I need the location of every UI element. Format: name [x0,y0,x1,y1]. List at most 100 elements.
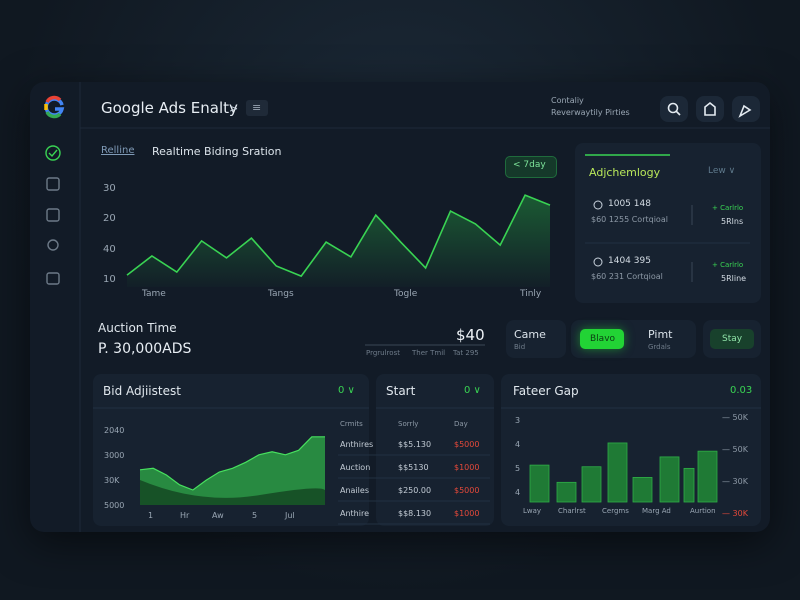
app-title: Google Ads Enalty [101,99,238,117]
card-title: Adjchemlogy [589,166,661,179]
x-label: Tinly [520,289,542,299]
row-detail: $60 1255 Cortqioal [591,215,668,224]
column-header: Day [454,420,468,428]
badge: 0 ∨ [338,385,355,396]
area-shade [140,480,325,505]
right-label: — 30K [722,477,748,486]
sidebar-icons [45,145,61,285]
y-label: 30K [104,476,120,485]
cell: Anthires [340,440,374,449]
summary-note: Ther Tmil [412,349,446,357]
y-label: 5 [515,464,521,473]
line [126,194,551,278]
right-label: — 50K [722,445,748,454]
summary-note: Prgrulrost [366,349,400,357]
y-label: 3000 [104,451,125,460]
cell: $$5130 [398,463,429,472]
line-area [127,195,550,287]
x-label: Tame [142,289,166,299]
x-label: Aurtion [690,507,716,515]
x-label: Tangs [268,289,294,299]
x-label: 1 [148,511,154,520]
top-icons [667,101,752,118]
bar [697,450,718,503]
stay-button[interactable] [710,329,754,349]
card-title: Bid Adjiistest [103,384,181,398]
summary-note: Tat 295 [453,349,479,357]
y-label: 5000 [104,501,125,510]
mini-title: Pimt [648,328,673,341]
summary-amount: $40 [456,326,485,344]
bar [529,464,550,503]
button-label[interactable]: Stay [722,334,743,344]
bar [607,442,628,503]
y-label: 30 [103,183,116,194]
row-icon [593,257,603,267]
row-count: 5Rline [721,274,747,283]
summary-value: P. 30,000ADS [98,341,192,357]
bar [683,467,695,503]
mini-sub: Bid [514,343,526,351]
range-label[interactable]: < 7day [513,160,546,170]
x-label: Marg Ad [642,507,671,515]
column-header: Crmits [340,420,363,428]
menu-icon: ≡ [252,101,262,114]
x-label: Jul [285,511,295,520]
row-count: 5Rlns [721,217,744,226]
menu-button[interactable] [246,100,268,116]
summary-label: Auction Time [98,321,177,335]
y-label: 20 [103,213,116,225]
row-id: 1404 395 [608,256,651,266]
area-line [139,436,325,491]
button-label[interactable]: Blavo [590,334,616,344]
range-button[interactable] [505,156,557,178]
cell: Auction [340,463,371,472]
y-label: 40 [103,243,116,255]
icon-button[interactable] [696,96,724,122]
bar [581,466,602,503]
right-label: — 50K [722,413,748,422]
google-logo [44,95,65,119]
chevron: > [229,102,239,115]
bar [659,456,680,503]
card-title: Start [386,384,416,398]
column-header: Sorrly [398,420,419,428]
cell: Anailes [340,486,369,495]
y-label: 4 [515,488,521,497]
cell: $$5.130 [398,440,432,449]
icon-button[interactable] [660,96,688,122]
right-label: — 30K [722,509,748,518]
x-label: Hr [180,511,190,520]
mini-title: Came [514,328,546,341]
icon-button[interactable] [732,96,760,122]
x-label: Cergms [602,507,629,515]
y-label: 3 [515,416,521,425]
x-label: Togle [394,289,418,299]
mini-sub: Grdals [648,343,671,351]
meta: Reverwaytily Pirties [551,108,630,117]
cell: $1000 [454,463,480,472]
x-label: Lway [523,507,542,515]
side-card [575,143,761,303]
x-label: 5 [252,511,258,520]
cell: $250.00 [398,486,432,495]
row-tag: + Carlrlo [712,261,744,269]
filter[interactable]: Lew ∨ [708,166,736,176]
cell: Anthire [340,509,370,518]
row-tag: + Carlrlo [712,204,744,212]
green-button[interactable] [580,329,624,349]
bar [632,476,653,503]
badge: 0 ∨ [464,385,481,396]
cell: $5000 [454,440,480,449]
cell: $1000 [454,509,480,518]
badge: 0.03 [730,385,753,396]
bar [556,481,577,503]
chart-title: Realtime Biding Sration [152,145,282,158]
row-id: 1005 148 [608,199,651,209]
row-icon [593,200,603,210]
cell: $5000 [454,486,480,495]
tab[interactable]: Relline [101,145,135,156]
cell: $$8.130 [398,509,432,518]
